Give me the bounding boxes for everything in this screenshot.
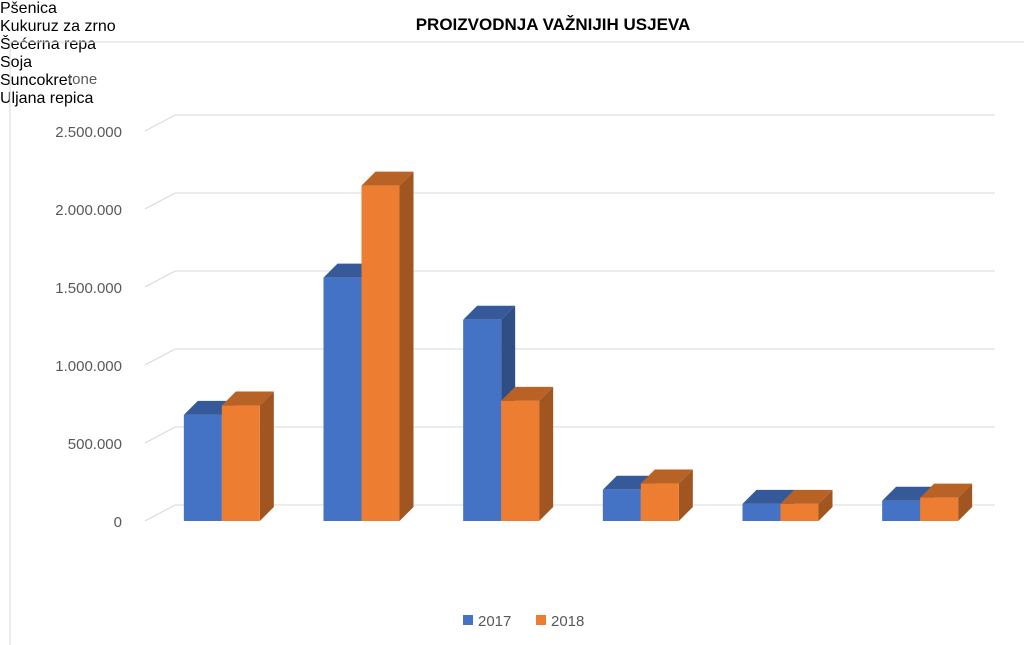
bar-top <box>501 386 554 401</box>
y-tick-label: 1.500.000 <box>55 280 122 297</box>
bar-side <box>958 483 973 521</box>
y-tick-label: 2.000.000 <box>55 202 122 219</box>
bar-side <box>678 469 693 521</box>
x-tick-label: Suncokret <box>0 72 73 89</box>
grid-line <box>144 426 995 444</box>
y-tick-label: 0 <box>114 514 122 531</box>
chart-title: PROIZVODNJA VAŽNIJIH USJEVA <box>416 15 691 34</box>
bar <box>602 489 641 521</box>
grid-line <box>144 192 995 210</box>
legend-label: 2017 <box>478 613 511 630</box>
bar <box>361 185 400 521</box>
grid-line <box>144 504 995 522</box>
bar <box>323 277 362 521</box>
bar-side <box>399 171 414 521</box>
bar-side <box>259 391 274 521</box>
bar <box>882 500 921 521</box>
y-tick-label: 1.000.000 <box>55 358 122 375</box>
bar <box>742 503 781 521</box>
legend-label: 2018 <box>551 613 584 630</box>
frame <box>9 41 1024 645</box>
bar <box>780 503 819 521</box>
x-tick-label: Uljana repica <box>0 90 94 107</box>
bar-top <box>221 391 274 406</box>
bar-top <box>742 489 795 504</box>
x-tick-label: Šećerna repa <box>0 36 97 53</box>
grid-line <box>144 114 995 132</box>
y-axis-label: tone <box>68 71 97 88</box>
bar <box>183 414 222 521</box>
bar <box>920 497 959 521</box>
bar-side <box>539 386 554 521</box>
x-tick-label: Soja <box>0 54 33 71</box>
y-tick-label: 2.500.000 <box>55 124 122 141</box>
bar <box>463 319 502 521</box>
bar-top <box>780 489 833 504</box>
bar <box>640 483 679 521</box>
grid-line <box>144 348 995 366</box>
bar-side <box>818 489 833 521</box>
legend-swatch <box>463 615 473 625</box>
bar-top <box>640 469 693 484</box>
bar-top <box>920 483 973 498</box>
bar <box>221 405 260 521</box>
grid-line <box>144 270 995 288</box>
bar <box>501 400 540 521</box>
y-tick-label: 500.000 <box>68 436 122 453</box>
x-tick-label: Pšenica <box>0 0 57 17</box>
x-tick-label: Kukuruz za zrno <box>0 18 116 35</box>
bar-top <box>361 171 414 186</box>
bar-top <box>463 305 516 320</box>
legend-swatch <box>536 615 546 625</box>
